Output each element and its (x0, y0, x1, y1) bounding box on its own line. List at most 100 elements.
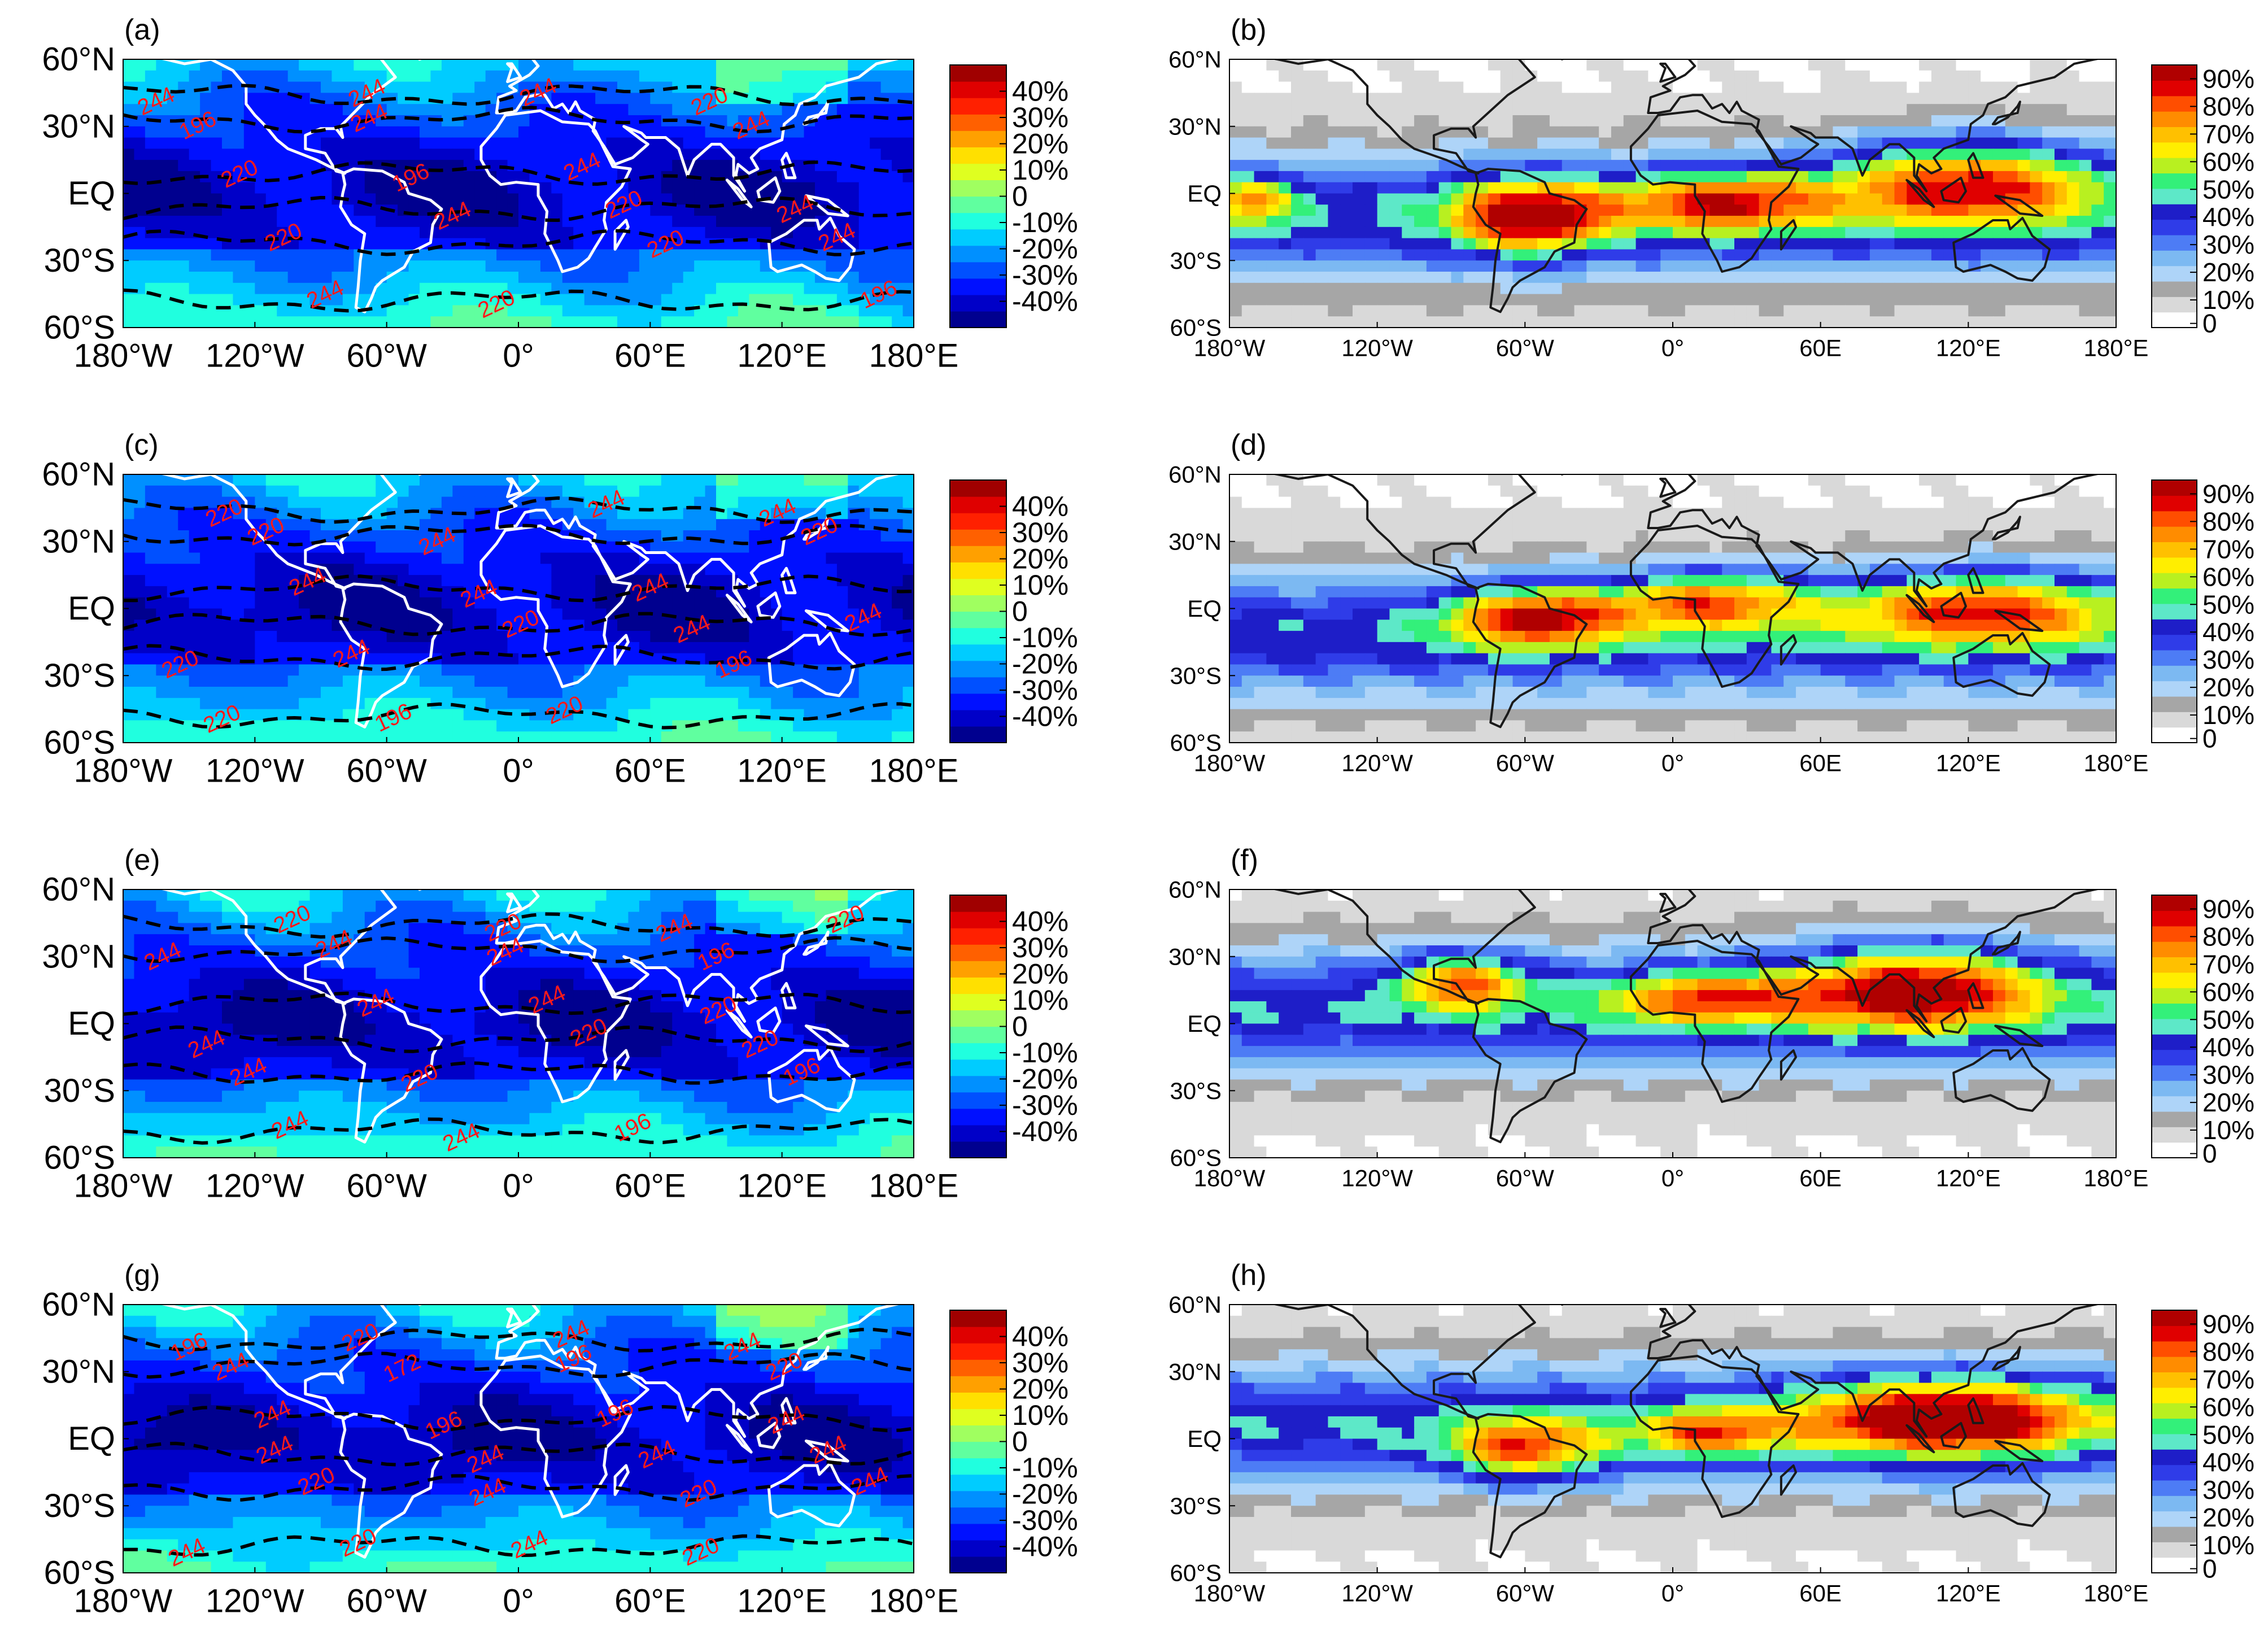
field-cell (485, 70, 497, 82)
field-cell (1279, 137, 1292, 150)
field-cell (463, 93, 476, 104)
coastline (1472, 168, 1588, 313)
field-cell (870, 149, 882, 160)
field-cell (1894, 160, 1908, 172)
field-cell (2066, 316, 2080, 328)
field-cell (650, 664, 662, 677)
field-cell (1833, 226, 1846, 239)
field-cell (1500, 272, 1514, 284)
colorbar-tick-label: 30% (1012, 102, 1068, 133)
field-cell (1389, 272, 1403, 284)
field-cell (134, 642, 146, 654)
field-cell (265, 93, 278, 104)
field-cell (1279, 272, 1292, 284)
field-cell (1414, 104, 1427, 116)
field-cell (485, 137, 497, 150)
field-cell (870, 249, 882, 261)
field-cell (376, 564, 387, 575)
field-cell (1315, 93, 1329, 104)
field-cell (1931, 294, 1944, 306)
field-cell (398, 93, 409, 104)
field-cell (1426, 282, 1440, 295)
field-cell (1734, 272, 1747, 284)
field-cell (617, 485, 629, 498)
field-cell (354, 530, 365, 542)
field-cell (1968, 249, 1981, 261)
field-cell (694, 260, 706, 272)
field-cell (1907, 193, 1920, 206)
field-cell (1709, 160, 1723, 172)
field-cell (749, 260, 761, 272)
field-cell (518, 81, 530, 94)
field-cell (1635, 272, 1649, 284)
field-cell (1266, 115, 1280, 127)
field-cell (507, 216, 519, 228)
field-cell (1660, 294, 1673, 306)
field-cell (1833, 149, 1846, 160)
field-cell (836, 81, 849, 94)
field-cell (1943, 282, 1957, 295)
field-cell (705, 631, 717, 643)
field-cell (1599, 272, 1612, 284)
field-cell (518, 564, 530, 575)
field-cell (584, 485, 596, 498)
field-cell (1943, 249, 1957, 261)
field-cell (1635, 204, 1649, 216)
field-cell (1303, 294, 1316, 306)
field-cell (1586, 137, 1599, 150)
field-cell (683, 664, 695, 677)
field-cell (167, 260, 179, 272)
field-cell (1882, 104, 1895, 116)
field-cell (1734, 216, 1747, 228)
field-cell (584, 316, 596, 328)
field-cell (332, 586, 343, 598)
field-cell (134, 149, 146, 160)
field-cell (408, 305, 420, 317)
field-cell (738, 620, 750, 631)
field-cell (463, 126, 476, 138)
field-cell (1759, 260, 1772, 272)
field-cell (386, 552, 398, 565)
field-cell (705, 93, 717, 104)
field-cell (848, 81, 860, 94)
field-cell (1586, 249, 1599, 261)
field-cell (1882, 216, 1895, 228)
field-cell (452, 193, 464, 206)
field-cell (639, 530, 651, 542)
field-cell (342, 541, 355, 553)
field-cell (420, 552, 431, 565)
field-cell (639, 519, 651, 531)
field-cell (1599, 260, 1612, 272)
field-cell (1919, 226, 1932, 239)
field-cell (2104, 238, 2116, 250)
field-cell (1808, 182, 1821, 194)
field-cell (2042, 81, 2055, 94)
field-cell (1635, 137, 1649, 150)
field-cell (441, 575, 453, 587)
field-cell (793, 474, 805, 486)
field-cell (1476, 193, 1489, 206)
field-cell (1722, 216, 1735, 228)
field-cell (1771, 294, 1785, 306)
field-cell (672, 282, 684, 295)
field-cell (551, 597, 563, 609)
field-cell (1500, 149, 1514, 160)
field-cell (452, 552, 464, 565)
field-cell (836, 631, 849, 643)
field-cell (255, 149, 267, 160)
field-cell (2066, 238, 2080, 250)
field-cell (507, 115, 519, 127)
field-cell (1869, 204, 1883, 216)
field-cell (2030, 305, 2043, 317)
field-cell (1500, 171, 1514, 183)
field-cell (507, 541, 519, 553)
field-cell (1685, 204, 1698, 216)
field-cell (420, 226, 431, 239)
field-cell (1981, 294, 1994, 306)
field-cell (694, 586, 706, 598)
field-cell (793, 93, 805, 104)
field-cell (376, 216, 387, 228)
field-cell (518, 597, 530, 609)
field-cell (376, 70, 387, 82)
field-cell (892, 541, 904, 553)
